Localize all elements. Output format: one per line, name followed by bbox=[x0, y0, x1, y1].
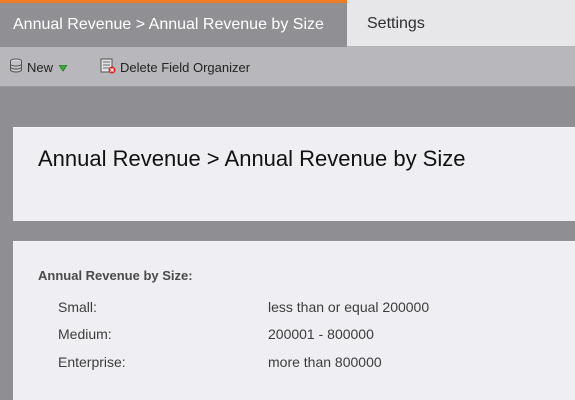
row-value: less than or equal 200000 bbox=[268, 299, 430, 315]
new-button[interactable]: New bbox=[9, 47, 68, 87]
list-item: Enterprise: more than 800000 bbox=[13, 354, 575, 374]
delete-field-organizer-button[interactable]: Delete Field Organizer bbox=[100, 47, 250, 87]
section-heading: Annual Revenue by Size: bbox=[38, 268, 193, 283]
tab-label: Settings bbox=[367, 15, 425, 32]
tab-label: Annual Revenue > Annual Revenue by Size bbox=[13, 16, 324, 33]
details-panel: Annual Revenue by Size: Small: less than… bbox=[13, 241, 575, 400]
row-name: Small: bbox=[58, 299, 97, 315]
delete-organizer-icon bbox=[100, 58, 116, 77]
row-value: more than 800000 bbox=[268, 354, 382, 370]
new-label: New bbox=[27, 59, 54, 75]
toolbar: New Delete Field Organizer bbox=[0, 47, 575, 87]
tab-annual-revenue-by-size[interactable]: Annual Revenue > Annual Revenue by Size bbox=[0, 0, 347, 47]
database-icon bbox=[9, 58, 23, 76]
delete-field-organizer-label: Delete Field Organizer bbox=[120, 59, 251, 75]
tab-bar: Annual Revenue > Annual Revenue by Size … bbox=[0, 0, 575, 47]
row-value: 200001 - 800000 bbox=[268, 326, 374, 342]
title-panel: Annual Revenue > Annual Revenue by Size bbox=[13, 127, 575, 221]
row-name: Medium: bbox=[58, 326, 112, 342]
tab-settings[interactable]: Settings bbox=[347, 0, 575, 47]
list-item: Small: less than or equal 200000 bbox=[13, 299, 575, 319]
dropdown-arrow-icon[interactable] bbox=[58, 60, 68, 75]
row-name: Enterprise: bbox=[58, 354, 126, 370]
page-title: Annual Revenue > Annual Revenue by Size bbox=[38, 146, 466, 171]
list-item: Medium: 200001 - 800000 bbox=[13, 326, 575, 346]
